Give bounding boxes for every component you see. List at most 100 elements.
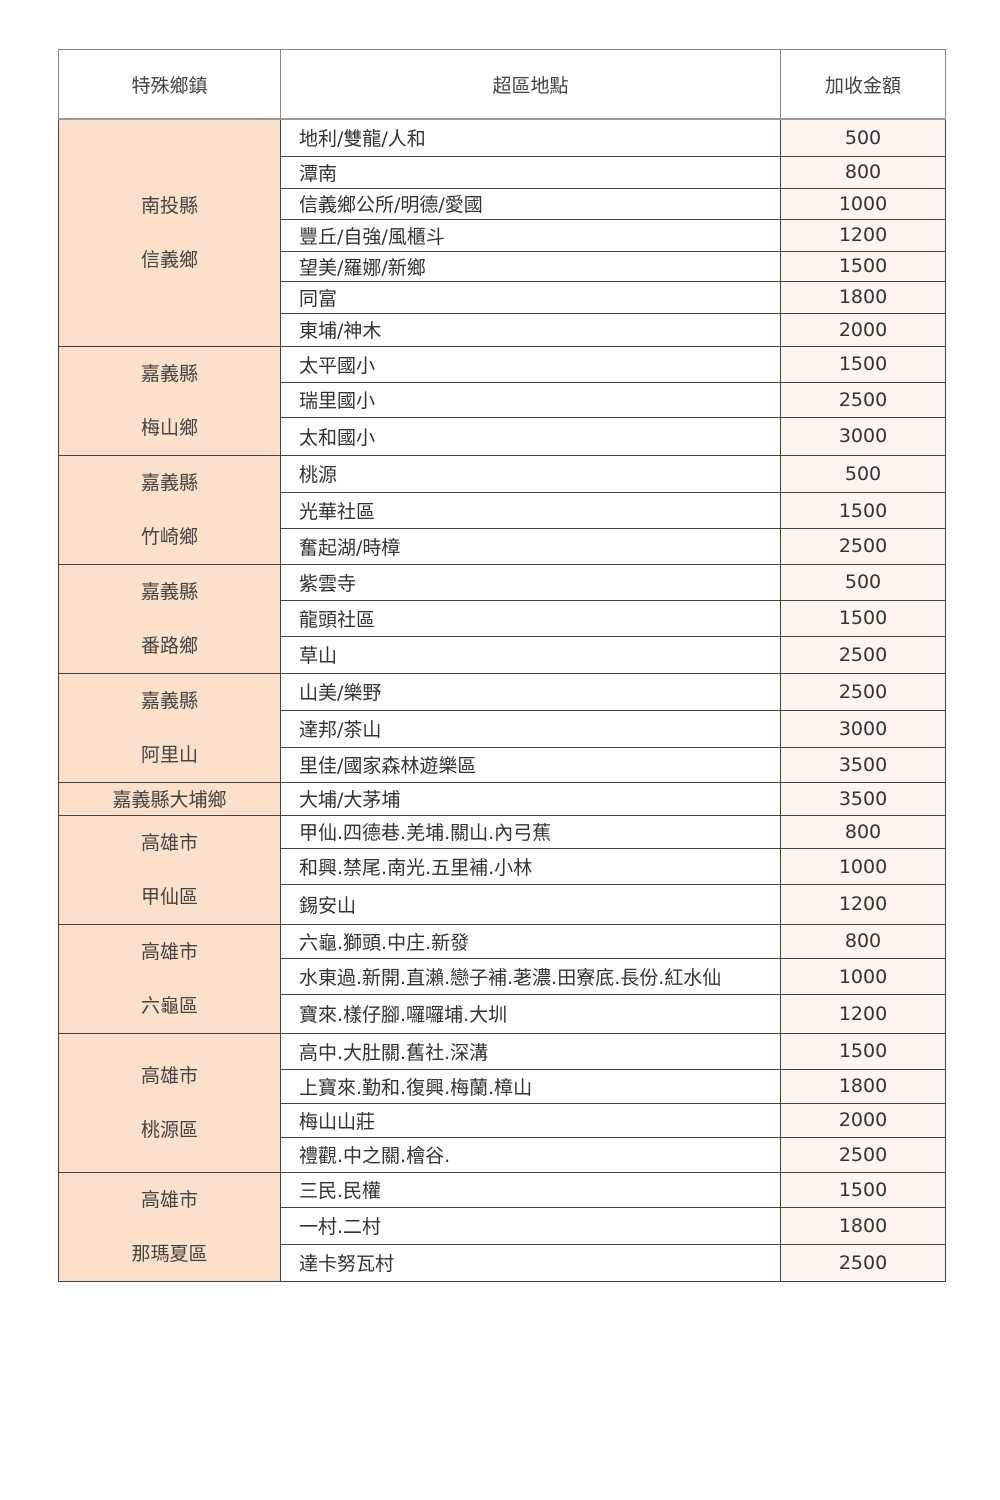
location-cell: 達卡努瓦村 <box>280 1244 781 1282</box>
township-label: 阿里山 <box>140 743 198 766</box>
township-cell: 嘉義縣 梅山鄉 <box>58 345 281 456</box>
surcharge-cell: 1500 <box>780 600 946 637</box>
township-label: 嘉義縣 <box>140 689 198 712</box>
location-cell: 草山 <box>280 635 781 674</box>
table-row: 高雄市 桃源區 高中.大肚關.舊社.深溝 1500 <box>58 1032 946 1173</box>
table-row: 太和國小 3000 <box>59 417 946 456</box>
table-row: 瑞里國小 2500 <box>59 381 946 419</box>
location-cell: 同富 <box>280 280 781 314</box>
surcharge-cell: 3000 <box>780 417 946 456</box>
header-township: 特殊鄉鎮 <box>58 49 281 120</box>
table-row: 同富 1800 <box>59 280 946 314</box>
location-cell: 和興.禁尾.南光.五里補.小林 <box>280 848 781 886</box>
location-cell: 太平國小 <box>280 345 781 383</box>
header-location: 超區地點 <box>280 49 781 120</box>
table-row: 錫安山 1200 <box>59 884 946 925</box>
table-row: 和興.禁尾.南光.五里補.小林 1000 <box>59 848 946 886</box>
table-row: 水東過.新開.直瀨.戀子補.荖濃.田寮底.長份.紅水仙 1000 <box>59 958 946 996</box>
township-label: 信義鄉 <box>140 248 198 271</box>
header-row: 特殊鄉鎮 超區地點 加收金額 <box>58 49 946 120</box>
location-cell: 三民.民權 <box>280 1171 781 1208</box>
surcharge-cell: 500 <box>780 563 946 602</box>
location-cell: 達邦/茶山 <box>280 709 781 748</box>
table-row: 東埔/神木 2000 <box>59 312 946 347</box>
surcharge-cell: 2500 <box>780 672 946 711</box>
surcharge-cell: 1800 <box>780 1068 946 1104</box>
location-cell: 甲仙.四德巷.羌埔.關山.內弓蕉 <box>280 814 781 850</box>
location-cell: 梅山山莊 <box>280 1102 781 1138</box>
surcharge-cell: 1000 <box>780 958 946 996</box>
location-cell: 桃源 <box>280 454 781 494</box>
township-label: 嘉義縣 <box>140 471 198 494</box>
surcharge-cell: 2500 <box>780 381 946 419</box>
location-cell: 潭南 <box>280 155 781 189</box>
location-cell: 禮觀.中之關.檜谷. <box>280 1136 781 1173</box>
location-cell: 大埔/大茅埔 <box>280 781 781 816</box>
surcharge-cell: 800 <box>780 155 946 189</box>
location-cell: 東埔/神木 <box>280 312 781 347</box>
location-cell: 太和國小 <box>280 417 781 456</box>
surcharge-cell: 3000 <box>780 709 946 748</box>
table-row: 高雄市 六龜區 六龜.獅頭.中庄.新發 800 <box>58 923 946 1034</box>
table-row: 梅山山莊 2000 <box>59 1102 946 1138</box>
table-row: 信義鄉公所/明德/愛國 1000 <box>59 187 946 220</box>
table-row: 草山 2500 <box>59 635 946 674</box>
township-cell: 嘉義縣 竹崎鄉 <box>58 454 281 565</box>
surcharge-cell: 2000 <box>780 1102 946 1138</box>
location-cell: 上寶來.勤和.復興.梅蘭.樟山 <box>280 1068 781 1104</box>
surcharge-cell: 1200 <box>780 884 946 925</box>
surcharge-cell: 1800 <box>780 1206 946 1246</box>
surcharge-cell: 2500 <box>780 1244 946 1282</box>
table-row: 寶來.樣仔腳.囉囉埔.大圳 1200 <box>59 994 946 1034</box>
table-row: 達卡努瓦村 2500 <box>59 1244 946 1282</box>
surcharge-cell: 2500 <box>780 1136 946 1173</box>
location-cell: 一村.二村 <box>280 1206 781 1246</box>
surcharge-cell: 1500 <box>780 1032 946 1070</box>
township-label: 嘉義縣 <box>140 362 198 385</box>
surcharge-cell: 3500 <box>780 781 946 816</box>
surcharge-cell: 500 <box>780 118 946 157</box>
township-cell: 高雄市 那瑪夏區 <box>58 1171 281 1282</box>
township-label: 高雄市 <box>140 940 198 963</box>
township-cell: 嘉義縣 阿里山 <box>58 672 281 783</box>
location-cell: 寶來.樣仔腳.囉囉埔.大圳 <box>280 994 781 1034</box>
location-cell: 奮起湖/時樟 <box>280 527 781 565</box>
location-cell: 水東過.新開.直瀨.戀子補.荖濃.田寮底.長份.紅水仙 <box>280 958 781 996</box>
township-cell: 嘉義縣大埔鄉 <box>58 781 281 816</box>
township-label: 高雄市 <box>140 1064 198 1087</box>
township-label: 竹崎鄉 <box>140 525 198 548</box>
surcharge-cell: 2000 <box>780 312 946 347</box>
surcharge-cell: 500 <box>780 454 946 494</box>
location-cell: 瑞里國小 <box>280 381 781 419</box>
location-cell: 光華社區 <box>280 492 781 529</box>
surcharge-cell: 1200 <box>780 994 946 1034</box>
surcharge-cell: 1500 <box>780 1171 946 1208</box>
table-row: 一村.二村 1800 <box>59 1206 946 1246</box>
table-row: 南投縣 信義鄉 地利/雙龍/人和 500 <box>58 118 946 347</box>
table-row: 嘉義縣 阿里山 山美/樂野 2500 <box>58 672 946 783</box>
table-row: 高雄市 那瑪夏區 三民.民權 1500 <box>58 1171 946 1282</box>
surcharge-cell: 1200 <box>780 218 946 252</box>
township-label: 嘉義縣大埔鄉 <box>112 789 227 811</box>
township-label: 番路鄉 <box>140 634 198 657</box>
surcharge-cell: 2500 <box>780 635 946 674</box>
table-row: 龍頭社區 1500 <box>59 600 946 637</box>
township-cell: 南投縣 信義鄉 <box>58 118 281 347</box>
table-row: 嘉義縣 番路鄉 紫雲寺 500 <box>58 563 946 674</box>
location-cell: 豐丘/自強/風櫃斗 <box>280 218 781 252</box>
location-cell: 龍頭社區 <box>280 600 781 637</box>
table-row: 高雄市 甲仙區 甲仙.四德巷.羌埔.關山.內弓蕉 800 <box>58 814 946 925</box>
table-row: 光華社區 1500 <box>59 492 946 529</box>
township-label: 南投縣 <box>140 194 198 217</box>
township-label: 那瑪夏區 <box>131 1242 208 1265</box>
location-cell: 里佳/國家森林遊樂區 <box>280 746 781 783</box>
table-row: 禮觀.中之關.檜谷. 2500 <box>59 1136 946 1173</box>
township-label: 梅山鄉 <box>140 416 198 439</box>
location-cell: 地利/雙龍/人和 <box>280 118 781 157</box>
table-row: 嘉義縣 竹崎鄉 桃源 500 <box>58 454 946 565</box>
table-row: 望美/羅娜/新鄉 1500 <box>59 250 946 282</box>
township-cell: 高雄市 甲仙區 <box>58 814 281 925</box>
surcharge-cell: 800 <box>780 923 946 960</box>
surcharge-cell: 800 <box>780 814 946 850</box>
township-label: 高雄市 <box>140 1188 198 1211</box>
